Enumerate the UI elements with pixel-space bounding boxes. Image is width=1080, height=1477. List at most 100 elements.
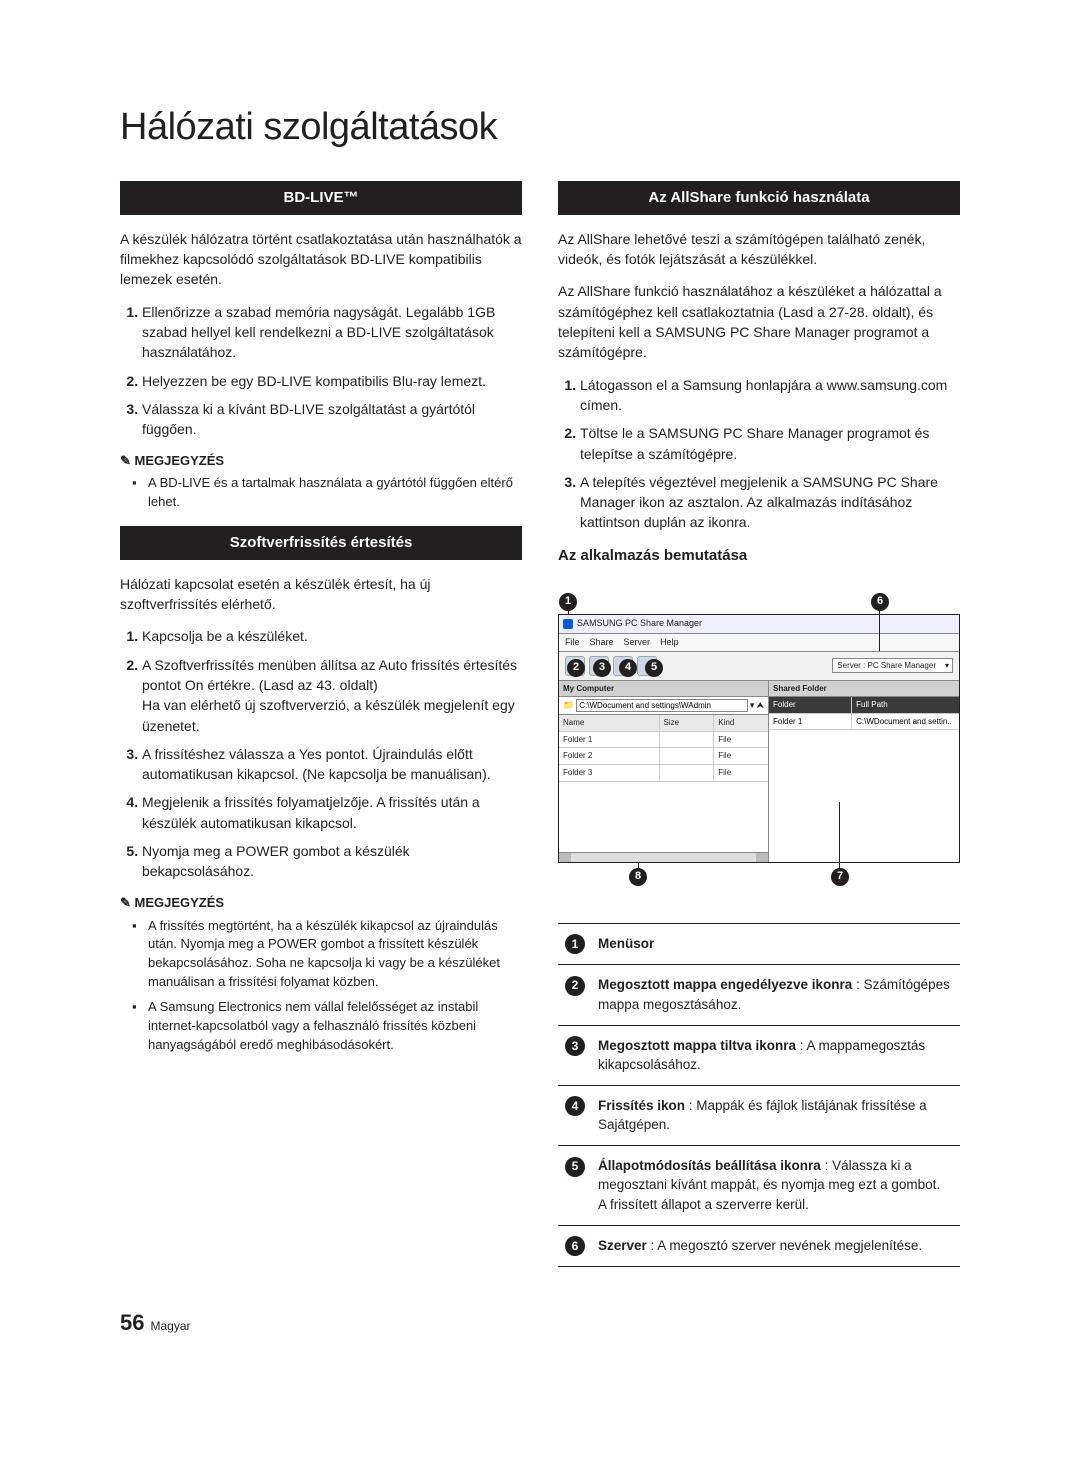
menu-item[interactable]: Server: [624, 636, 651, 649]
note-label: MEGJEGYZÉS: [120, 894, 522, 913]
number-badge: 5: [565, 1157, 585, 1177]
list-item: Nyomja meg a POWER gombot a készülék bek…: [142, 841, 522, 882]
pane-body: Folder 1 C:\WDocument and settin..: [769, 714, 959, 834]
cell: Folder 2: [559, 748, 660, 764]
table-row[interactable]: Folder 2 File: [559, 748, 768, 765]
page-footer: 56 Magyar: [120, 1307, 960, 1339]
list-item: A Samsung Electronics nem vállal felelős…: [148, 998, 522, 1055]
app-logo-icon: [563, 619, 573, 629]
list-item: A telepítés végeztével megjelenik a SAMS…: [580, 472, 960, 533]
legend-text: Állapotmódosítás beállítása ikonra : Vál…: [592, 1145, 960, 1225]
share-enable-icon[interactable]: [565, 656, 585, 676]
cell: [660, 748, 715, 764]
col-size[interactable]: Size: [660, 715, 715, 731]
legend-number: 6: [558, 1225, 592, 1267]
col-fullpath[interactable]: Full Path: [852, 697, 959, 713]
toolbar-icons: [565, 656, 657, 676]
callout-badge: 8: [629, 868, 647, 886]
refresh-icon[interactable]: [613, 656, 633, 676]
legend-row: 1Menüsor: [558, 923, 960, 965]
bdlive-intro: A készülék hálózatra történt csatlakozta…: [120, 229, 522, 290]
legend-row: 4 Frissítés ikon : Mappák és fájlok listá…: [558, 1085, 960, 1145]
cell: File: [714, 732, 768, 748]
number-badge: 2: [565, 976, 585, 996]
share-disable-icon[interactable]: [589, 656, 609, 676]
number-badge: 4: [565, 1096, 585, 1116]
pane-body: Folder 1 File Folder 2 File Folder 3: [559, 732, 768, 852]
list-item: A BD-LIVE és a tartalmak használata a gy…: [148, 474, 522, 512]
legend-number: 2: [558, 965, 592, 1025]
allshare-p2: Az AllShare funkció használatához a kész…: [558, 281, 960, 362]
allshare-p1: Az AllShare lehetővé teszi a számítógépe…: [558, 229, 960, 270]
legend-text: Megosztott mappa tiltva ikonra : A mappa…: [592, 1025, 960, 1085]
left-column: BD-LIVE™ A készülék hálózatra történt cs…: [120, 181, 522, 1267]
app-toolbar: Server : PC Share Manager: [559, 652, 959, 681]
list-item: Látogasson el a Samsung honlapjára a www…: [580, 375, 960, 416]
legend-row: 3 Megosztott mappa tiltva ikonra : A mapp…: [558, 1025, 960, 1085]
menu-item[interactable]: Help: [660, 636, 679, 649]
legend-text: Frissítés ikon : Mappák és fájlok listáj…: [592, 1085, 960, 1145]
callout-badge: 1: [559, 593, 577, 611]
list-item: A Szoftverfrissítés menüben állítsa az A…: [142, 655, 522, 736]
path-input[interactable]: [576, 699, 748, 712]
up-icon[interactable]: ⮝: [756, 699, 764, 712]
table-row[interactable]: Folder 1 C:\WDocument and settin..: [769, 714, 959, 731]
pane-heading: Shared Folder: [769, 681, 959, 698]
scrollbar[interactable]: [559, 852, 768, 862]
app-panes: My Computer 📁 ▾ ⮝ Name Size Kind: [559, 681, 959, 862]
col-folder[interactable]: Folder: [769, 697, 852, 713]
swupdate-header: Szoftverfrissítés értesítés: [120, 526, 522, 560]
two-column-layout: BD-LIVE™ A készülék hálózatra történt cs…: [120, 181, 960, 1267]
app-titlebar: SAMSUNG PC Share Manager: [559, 615, 959, 633]
callout-line: [638, 862, 639, 886]
col-kind[interactable]: Kind: [714, 715, 768, 731]
cell: File: [714, 748, 768, 764]
table-row[interactable]: Folder 3 File: [559, 765, 768, 782]
folder-icon: 📁: [563, 699, 574, 712]
cell: [660, 765, 715, 781]
list-item: Ellenőrizze a szabad memória nagyságát. …: [142, 302, 522, 363]
legend-number: 3: [558, 1025, 592, 1085]
list-item: A frissítés megtörtént, ha a készülék ki…: [148, 917, 522, 992]
list-item: Megjelenik a frissítés folyamatjelzője. …: [142, 792, 522, 833]
allshare-header: Az AllShare funkció használata: [558, 181, 960, 215]
set-state-icon[interactable]: [637, 656, 657, 676]
number-badge: 6: [565, 1236, 585, 1256]
app-menubar[interactable]: File Share Server Help: [559, 634, 959, 652]
swupdate-intro: Hálózati kapcsolat esetén a készülék ért…: [120, 574, 522, 615]
legend-number: 1: [558, 923, 592, 965]
page-number: 56: [120, 1307, 144, 1339]
cell: [660, 732, 715, 748]
chevron-down-icon[interactable]: ▾: [750, 699, 755, 712]
legend-row: 5 Állapotmódosítás beállítása ikonra : Vá…: [558, 1145, 960, 1225]
legend-text: Szerver : A megosztó szerver nevének meg…: [592, 1225, 960, 1267]
legend-table: 1Menüsor 2 Megosztott mappa engedélyezve i…: [558, 923, 960, 1267]
pane-heading: My Computer: [559, 681, 768, 698]
list-item: Kapcsolja be a készüléket.: [142, 626, 522, 646]
cell: C:\WDocument and settin..: [852, 714, 959, 730]
page-title: Hálózati szolgáltatások: [120, 100, 960, 155]
table-row[interactable]: Folder 1 File: [559, 732, 768, 749]
number-badge: 1: [565, 934, 585, 954]
cell: Folder 1: [769, 714, 852, 730]
callout-badge: 6: [871, 593, 889, 611]
legend-text: Megosztott mappa engedélyezve ikonra : S…: [592, 965, 960, 1025]
legend-row: 6 Szerver : A megosztó szerver nevének me…: [558, 1225, 960, 1267]
legend-number: 5: [558, 1145, 592, 1225]
number-badge: 3: [565, 1036, 585, 1056]
path-row: 📁 ▾ ⮝: [559, 697, 768, 715]
menu-item[interactable]: File: [565, 636, 580, 649]
cell: File: [714, 765, 768, 781]
menu-item[interactable]: Share: [590, 636, 614, 649]
app-screenshot: SAMSUNG PC Share Manager File Share Serv…: [558, 614, 960, 862]
note-label: MEGJEGYZÉS: [120, 452, 522, 471]
allshare-steps: Látogasson el a Samsung honlapjára a www…: [558, 375, 960, 533]
server-dropdown[interactable]: Server : PC Share Manager: [832, 658, 953, 674]
list-item: Helyezzen be egy BD-LIVE kompatibilis Bl…: [142, 371, 522, 391]
list-item: Válassza ki a kívánt BD-LIVE szolgáltatá…: [142, 399, 522, 440]
swupdate-notes: A frissítés megtörtént, ha a készülék ki…: [120, 917, 522, 1055]
pane-mycomputer: My Computer 📁 ▾ ⮝ Name Size Kind: [559, 681, 769, 862]
col-name[interactable]: Name: [559, 715, 660, 731]
bdlive-notes: A BD-LIVE és a tartalmak használata a gy…: [120, 474, 522, 512]
legend-row: 2 Megosztott mappa engedélyezve ikonra : …: [558, 965, 960, 1025]
